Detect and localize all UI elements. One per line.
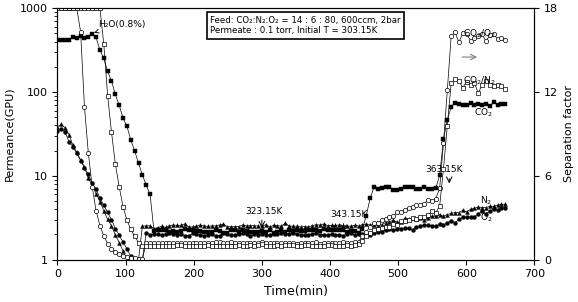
Y-axis label: Permeance(GPU): Permeance(GPU)	[4, 87, 14, 181]
X-axis label: Time(min): Time(min)	[264, 285, 328, 298]
Text: Feed: CO₂:N₂:O₂ = 14 : 6 : 80, 600ccm, 2bar
Permeate : 0.1 torr, Initial T = 303: Feed: CO₂:N₂:O₂ = 14 : 6 : 80, 600ccm, 2…	[210, 16, 401, 35]
Text: 343.15K: 343.15K	[330, 210, 368, 219]
Text: N$_2$: N$_2$	[480, 195, 492, 207]
Text: 323.15K: 323.15K	[245, 207, 282, 216]
Y-axis label: Separation factor: Separation factor	[564, 85, 574, 182]
Text: CO$_2$/O$_2$: CO$_2$/O$_2$	[463, 27, 496, 40]
Text: H₂O(0.8%): H₂O(0.8%)	[95, 20, 146, 33]
Text: CO$_2$/N$_2$: CO$_2$/N$_2$	[463, 75, 496, 87]
Text: CO$_2$: CO$_2$	[475, 107, 494, 119]
Text: O$_2$: O$_2$	[480, 211, 492, 224]
Text: 363.15K: 363.15K	[425, 165, 463, 174]
